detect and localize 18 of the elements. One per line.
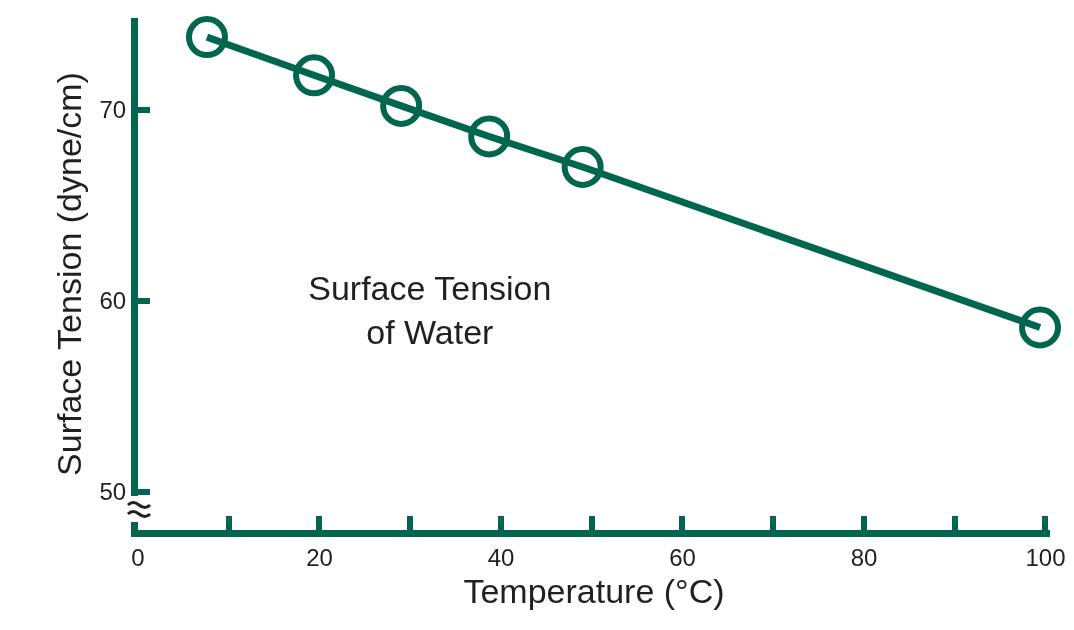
text: Surface Tension of Water	[308, 268, 552, 351]
x-tick-label: 80	[850, 543, 878, 571]
point	[468, 115, 511, 158]
point	[561, 146, 604, 188]
point	[293, 54, 336, 97]
y-tick-label: 60	[99, 287, 127, 315]
y-tick-label: 50	[99, 478, 127, 506]
x-tick-label: 100	[1025, 543, 1066, 571]
point	[380, 84, 423, 127]
y-axis-title: Surface Tension (dyne/cm)	[50, 72, 89, 476]
point	[1019, 306, 1062, 349]
y-tick-label: 70	[99, 96, 127, 124]
x-tick-label: 60	[669, 543, 696, 571]
x-axis-title: Temperature (°C)	[463, 572, 725, 611]
x-tick-label: 0	[131, 543, 145, 571]
x-tick-label: 40	[487, 543, 515, 571]
point	[185, 16, 228, 59]
x-tick-label: 20	[306, 543, 333, 571]
